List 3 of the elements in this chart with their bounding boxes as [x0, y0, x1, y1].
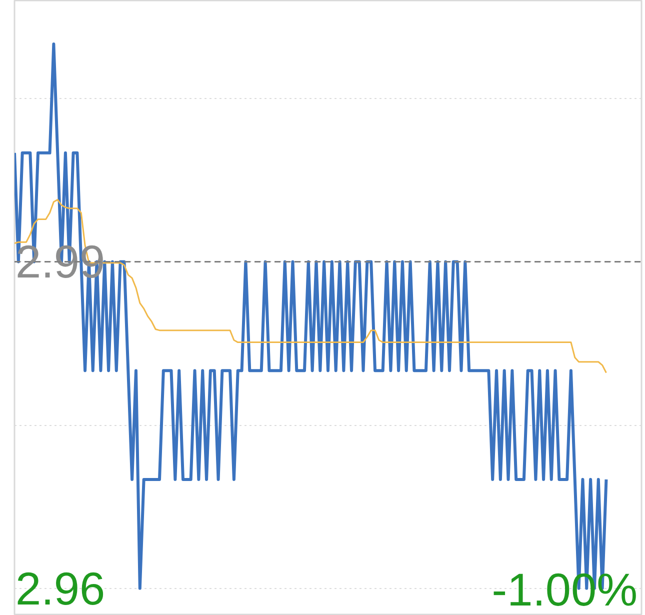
- y-tick-label: 2.96: [16, 562, 106, 614]
- line-series: [14, 198, 607, 374]
- annotation: -1.00%: [492, 564, 638, 615]
